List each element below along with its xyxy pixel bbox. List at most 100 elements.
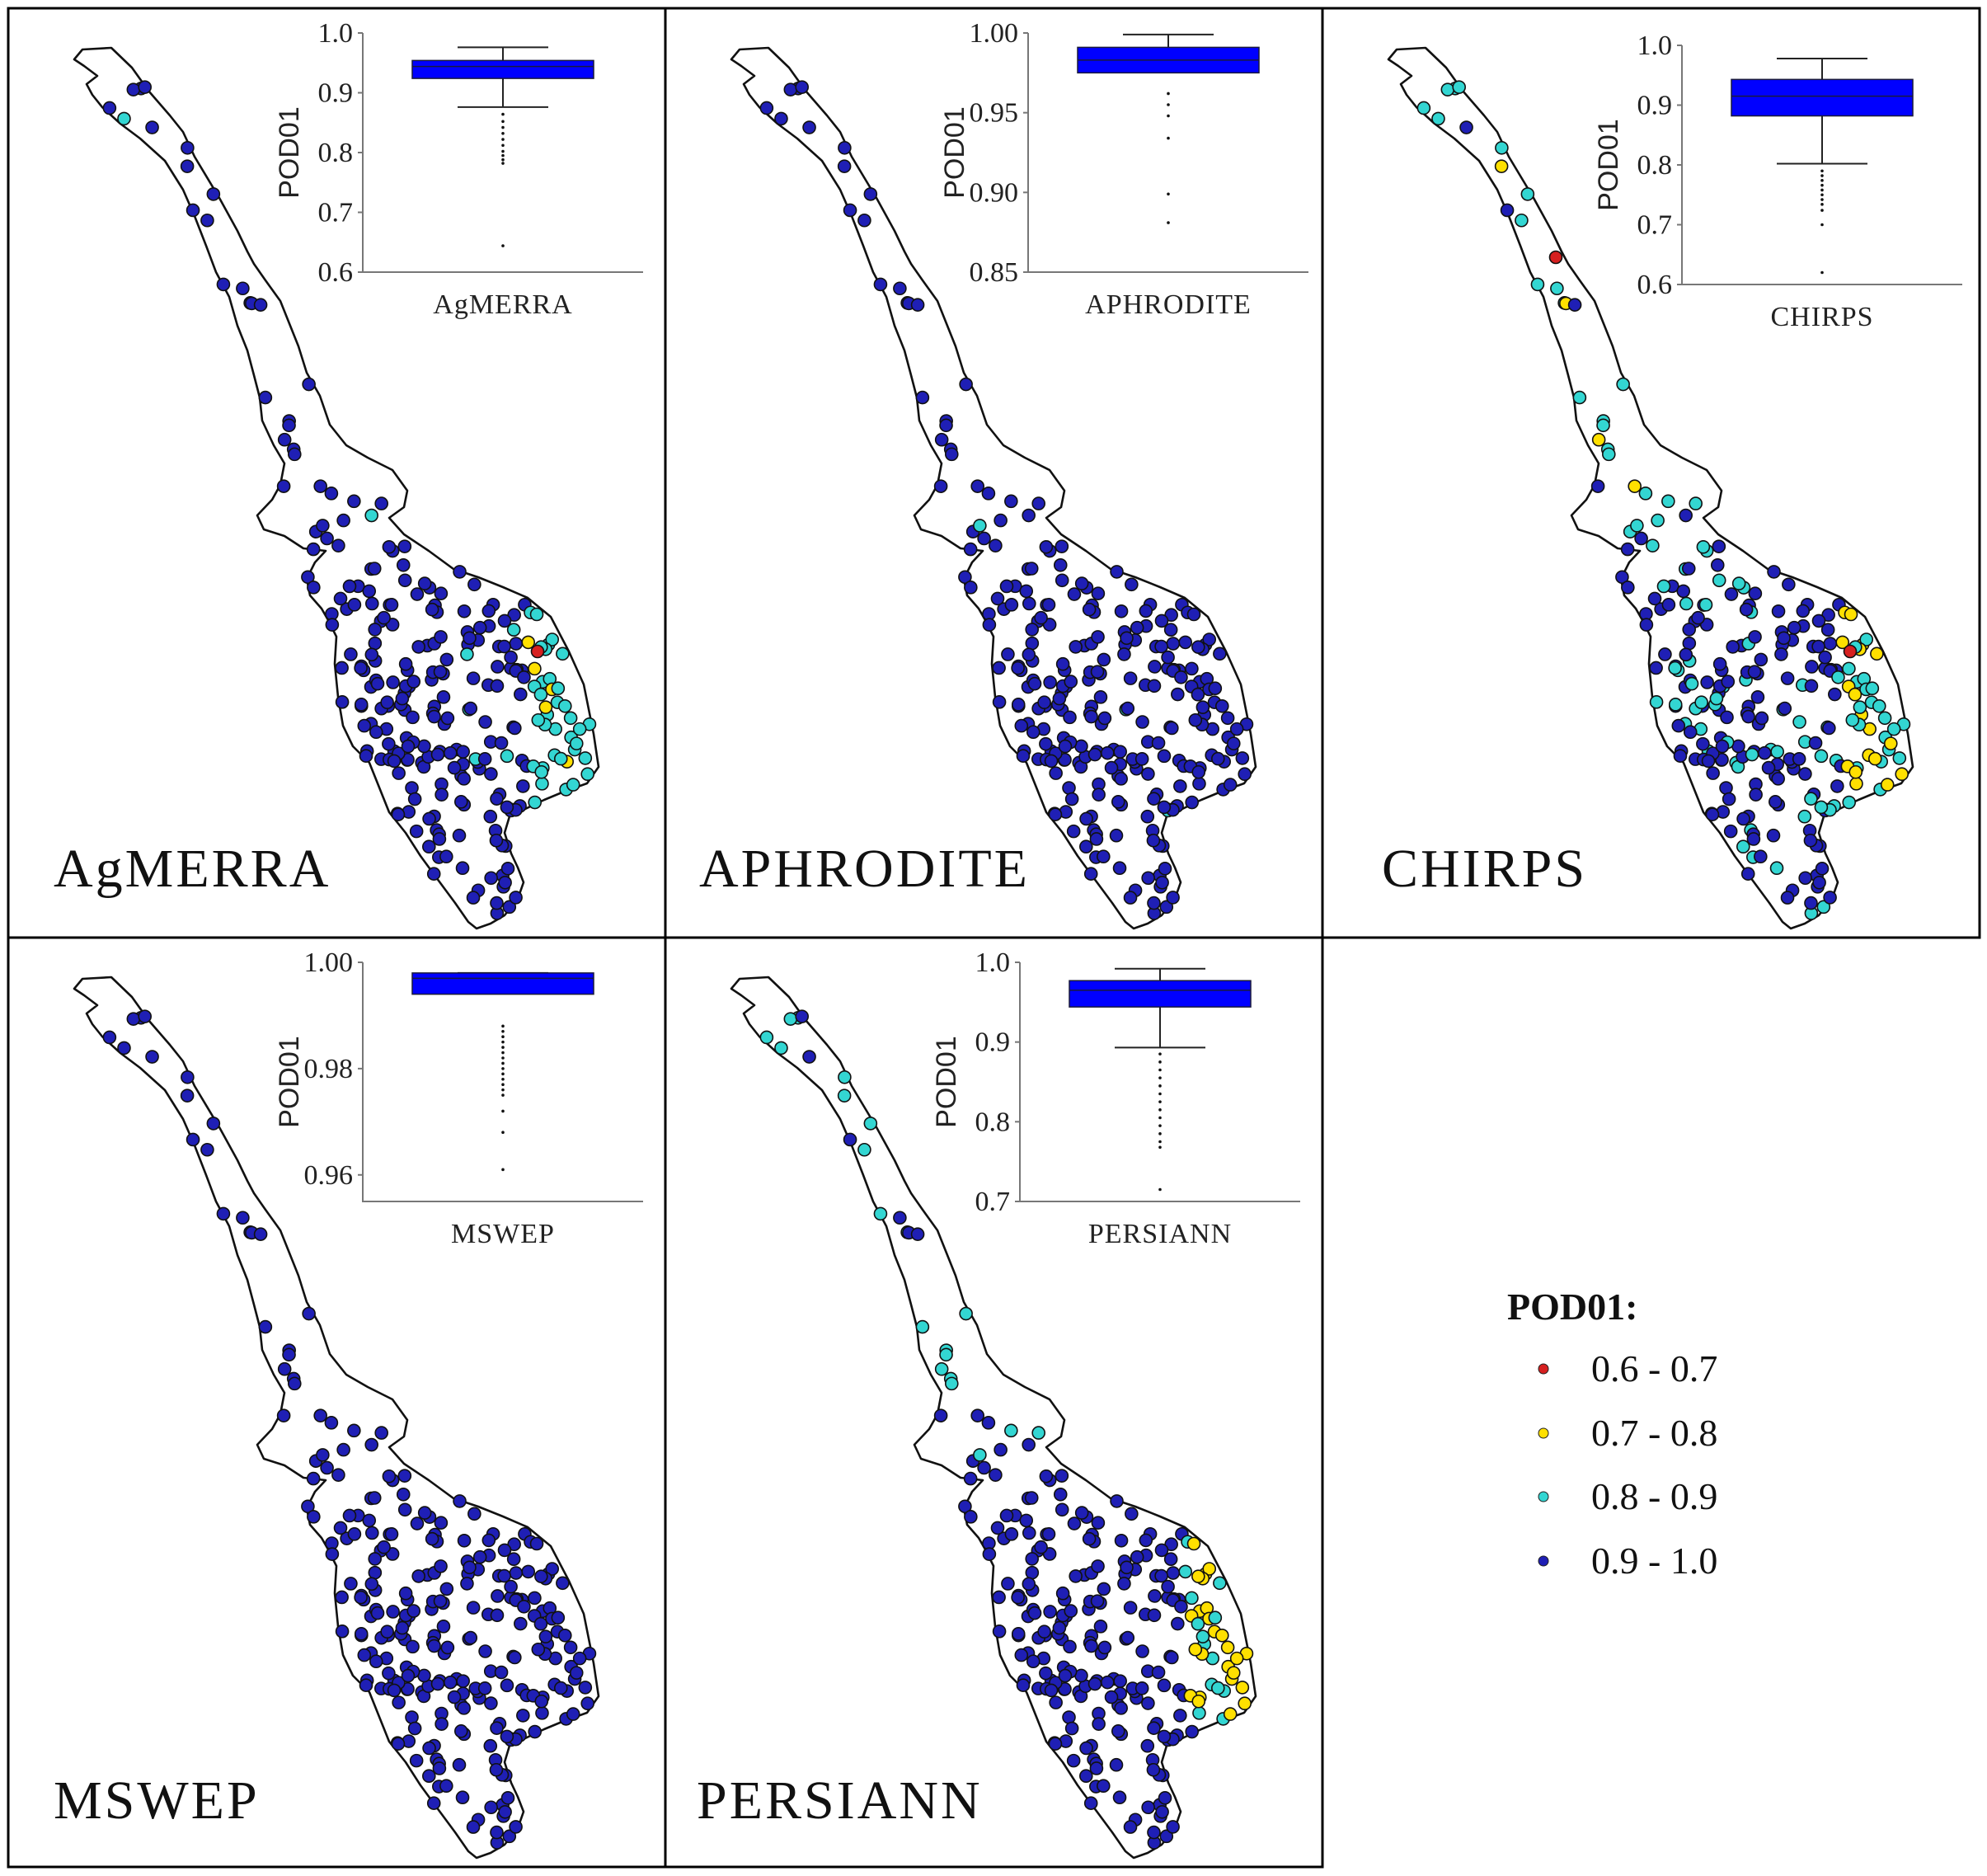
outlier-point <box>1158 1132 1162 1135</box>
basin-map-agmerra <box>73 46 600 930</box>
station-marker <box>795 1009 809 1023</box>
station-marker <box>759 101 774 115</box>
station-marker <box>933 1408 948 1422</box>
station-marker <box>509 891 523 905</box>
station-marker <box>977 531 991 546</box>
station-marker <box>1140 809 1155 824</box>
station-marker <box>1058 752 1072 767</box>
station-marker <box>456 1674 470 1688</box>
station-marker <box>489 1762 504 1777</box>
outlier-point <box>1158 1187 1162 1192</box>
basin-map-aphrodite <box>730 46 1257 930</box>
station-marker <box>999 579 1014 594</box>
station-marker <box>1097 1779 1111 1794</box>
station-marker <box>126 82 141 96</box>
outlier-point <box>501 1040 505 1044</box>
station-marker <box>1148 660 1162 674</box>
station-marker <box>477 1681 492 1695</box>
outlier-point <box>1820 270 1824 275</box>
station-marker <box>277 1361 292 1376</box>
station-marker <box>1214 1628 1229 1643</box>
station-marker <box>481 1533 496 1548</box>
station-marker <box>1771 604 1786 618</box>
station-marker <box>145 1050 159 1064</box>
station-marker <box>1745 747 1759 762</box>
station-marker <box>1208 1610 1223 1625</box>
station-marker <box>1083 1796 1098 1810</box>
station-marker <box>509 1820 523 1834</box>
station-marker <box>873 277 888 292</box>
station-marker <box>490 1825 504 1840</box>
outlier-point <box>501 1056 505 1060</box>
station-marker <box>497 1543 512 1558</box>
station-marker <box>1064 675 1078 689</box>
y-tick-label: 0.7 <box>318 198 354 228</box>
station-marker <box>483 1738 498 1753</box>
station-marker <box>253 298 268 312</box>
outlier-point <box>1158 1100 1162 1103</box>
station-marker <box>1173 1709 1187 1723</box>
station-marker <box>1796 604 1811 618</box>
station-marker <box>1067 1516 1082 1530</box>
station-marker <box>1084 709 1098 724</box>
station-marker <box>992 661 1006 675</box>
outlier-point <box>501 1093 505 1097</box>
outlier-point <box>501 1035 505 1039</box>
station-marker <box>1679 596 1693 611</box>
boxplot-mswep: 1.00 0.98 0.96 POD01 MSWEP <box>274 947 643 1249</box>
station-marker <box>509 637 524 651</box>
station-marker <box>382 539 397 554</box>
y-tick-label: 0.98 <box>304 1054 354 1084</box>
station-marker <box>759 1030 774 1045</box>
station-marker <box>1842 795 1857 810</box>
station-marker <box>467 577 481 592</box>
station-marker <box>1171 1616 1185 1631</box>
station-marker <box>893 1211 907 1225</box>
station-marker <box>1019 584 1034 599</box>
station-marker <box>324 487 339 501</box>
station-marker <box>1416 101 1431 115</box>
station-marker <box>528 795 543 810</box>
station-marker <box>1731 576 1746 590</box>
station-marker <box>1754 652 1769 667</box>
outlier-point <box>1820 183 1824 187</box>
outlier-point <box>1167 114 1170 118</box>
station-marker <box>572 722 587 736</box>
station-marker <box>490 1608 505 1623</box>
station-marker <box>1004 494 1018 509</box>
station-marker <box>316 1448 330 1462</box>
station-marker <box>1011 661 1025 675</box>
station-marker <box>1812 875 1826 890</box>
outlier-point <box>1158 1140 1162 1144</box>
station-marker <box>1679 647 1693 662</box>
station-marker <box>963 542 978 557</box>
station-marker <box>368 1565 383 1580</box>
station-marker <box>1741 709 1755 724</box>
station-marker <box>206 187 221 201</box>
station-marker <box>1147 1825 1161 1840</box>
station-marker <box>1055 1586 1070 1601</box>
station-marker <box>282 418 296 433</box>
station-marker <box>401 739 416 754</box>
station-marker <box>1048 807 1063 821</box>
station-marker <box>410 587 425 601</box>
station-marker <box>970 479 984 493</box>
station-marker <box>258 1319 273 1334</box>
station-marker <box>1771 772 1785 786</box>
outlier-point <box>1820 209 1824 212</box>
station-marker <box>302 1306 316 1321</box>
station-marker <box>1877 711 1892 726</box>
iqr-box <box>1069 980 1252 1008</box>
station-marker <box>1550 281 1564 296</box>
station-marker <box>959 377 973 392</box>
station-marker <box>1026 1654 1040 1669</box>
station-marker <box>1141 1696 1155 1710</box>
station-marker <box>1043 1605 1057 1619</box>
outlier-point <box>1167 103 1170 106</box>
station-marker <box>236 281 250 296</box>
station-marker <box>1097 849 1111 864</box>
station-marker <box>307 1510 321 1524</box>
station-marker <box>1043 675 1057 689</box>
station-marker <box>981 487 996 501</box>
station-marker <box>1848 687 1863 702</box>
